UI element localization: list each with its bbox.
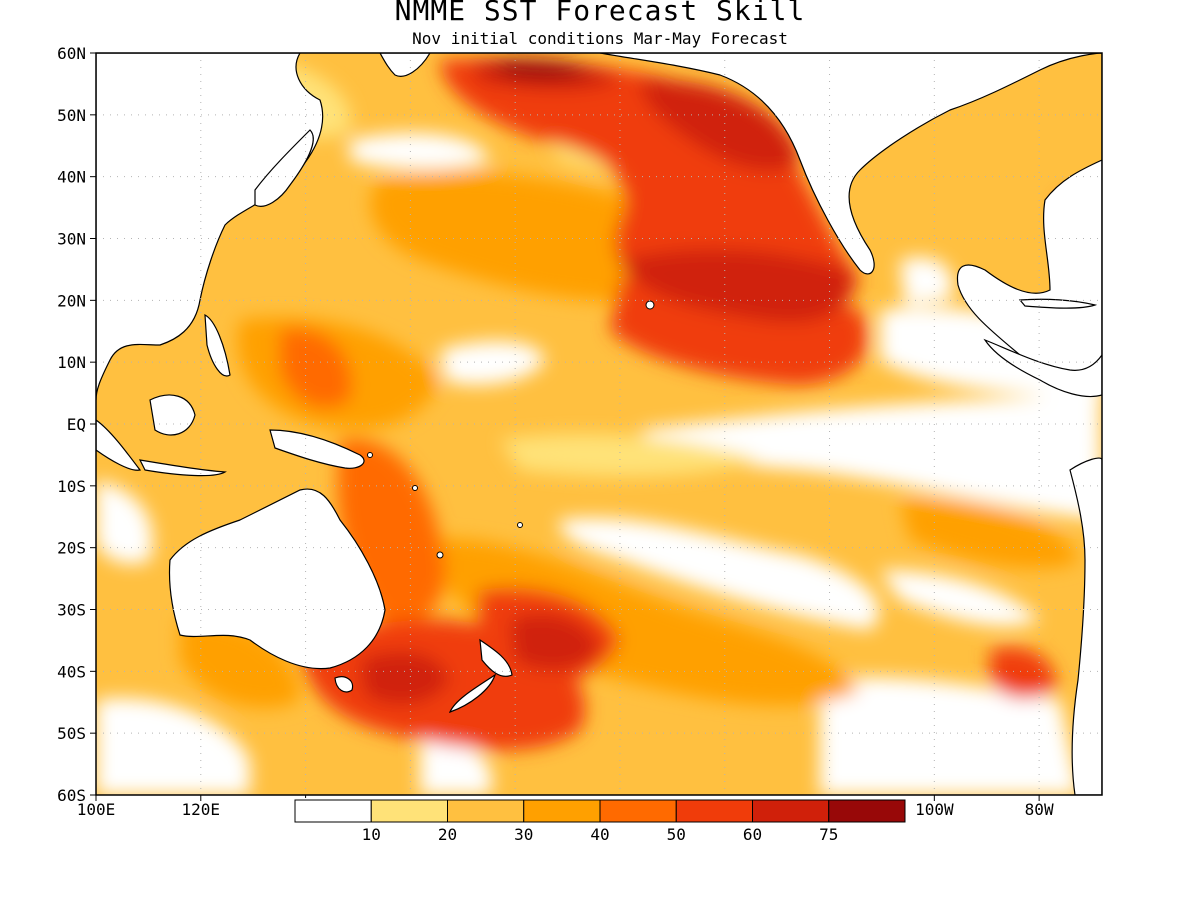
colorbar-label: 20	[438, 825, 457, 844]
landmass-sumatra	[96, 419, 142, 471]
lat-tick-label: 20N	[57, 291, 86, 310]
lat-tick-label: 50S	[57, 724, 86, 743]
colorbar-swatch	[599, 799, 677, 823]
island-samoa	[517, 522, 523, 528]
skill-75-nz-east	[510, 614, 600, 671]
colorbar-label: 40	[590, 825, 609, 844]
landmass-new-guinea	[269, 429, 365, 469]
landmass-borneo	[149, 394, 196, 436]
landmass-java	[138, 459, 227, 477]
skill-30-40-south-pacific	[420, 538, 860, 706]
colorbar-label: 60	[743, 825, 762, 844]
lat-tick-label: 30S	[57, 601, 86, 620]
colorbar-swatch	[370, 799, 448, 823]
landmass-asia	[96, 53, 324, 401]
low-skill-north-west	[350, 132, 490, 170]
land-masses	[96, 53, 1102, 795]
lon-tick-label: 100W	[915, 800, 954, 819]
colorbar-swatch	[752, 799, 830, 823]
island-solomon	[367, 452, 373, 458]
low-skill-southern-mid	[420, 739, 492, 795]
skill-75-gulf-of-alaska	[640, 79, 800, 171]
colorbar-label: 75	[819, 825, 838, 844]
small-islands	[367, 300, 655, 559]
lat-tick-label: 40S	[57, 662, 86, 681]
colorbar-label: 10	[362, 825, 381, 844]
low-skill-north-central	[440, 341, 545, 385]
colorbar-label: 50	[667, 825, 686, 844]
landmass-new-zealand-north	[479, 638, 513, 677]
low-skill-gulf	[900, 257, 953, 305]
low-skill-east-equatorial	[640, 395, 1102, 520]
map-title: NMME SST Forecast Skill	[394, 0, 806, 27]
lat-tick-label: 40N	[57, 168, 86, 187]
low-skill-southeast-band	[559, 518, 880, 630]
skill-30-40-north	[370, 171, 701, 303]
skill-30-40-southwest	[180, 618, 300, 708]
lon-tick-label: 100E	[77, 800, 116, 819]
landmass-new-zealand-south	[448, 673, 497, 714]
low-skill-south-pacific	[820, 677, 1080, 795]
lon-tick-label: 80W	[1025, 800, 1054, 819]
low-skill-indian-ocean	[96, 480, 153, 564]
skill-75-tasman-core	[360, 651, 450, 705]
landmass-japan	[254, 129, 314, 207]
landmass-australia	[168, 488, 386, 670]
lat-tick-label: 10N	[57, 353, 86, 372]
lat-tick-label: 50N	[57, 106, 86, 125]
colorbar-label: 30	[514, 825, 533, 844]
mid-low-skill-equator	[500, 433, 760, 477]
skill-75-hawaii	[620, 249, 852, 323]
lat-tick-label: 60N	[57, 44, 86, 63]
skill-50-60-west-pacific	[280, 328, 352, 409]
skill-30-40-east-south	[900, 499, 1080, 569]
landmass-north-america	[599, 53, 1102, 374]
skill-contours	[96, 58, 1102, 795]
colorbar-swatch	[447, 799, 525, 823]
colorbar-swatch	[523, 799, 601, 823]
colorbar-swatch	[294, 799, 372, 823]
lat-tick-label: 60S	[57, 786, 86, 805]
skill-field	[96, 53, 1102, 795]
lon-tick-label: 120E	[182, 800, 221, 819]
graticule	[96, 53, 1102, 795]
lat-tick-label: 30N	[57, 230, 86, 249]
colorbar-swatch	[675, 799, 753, 823]
landmass-tasmania	[334, 676, 354, 693]
low-skill-southern-west	[96, 698, 250, 795]
skill-top-core	[495, 59, 590, 79]
landmass-kamchatka	[379, 53, 431, 77]
island-hawaii	[645, 300, 655, 310]
low-skill-southeast-2	[880, 570, 1040, 627]
island-vanuatu	[412, 485, 418, 491]
colorbar: 10 20 30 40 50 60 75	[293, 798, 907, 844]
lat-tick-label: EQ	[67, 415, 86, 434]
colorbar-swatch	[828, 799, 906, 823]
landmass-philippines	[204, 313, 231, 377]
lat-tick-label: 10S	[57, 477, 86, 496]
island-fiji	[436, 551, 444, 559]
map-subtitle: Nov initial conditions Mar-May Forecast	[412, 29, 788, 48]
lat-tick-label: 20S	[57, 539, 86, 558]
skill-50-60-chile	[990, 647, 1056, 699]
latitude-axis: 60N 50N 40N 30N 20N 10N EQ 10S 20S 30S 40S 50S 60S	[57, 44, 96, 805]
